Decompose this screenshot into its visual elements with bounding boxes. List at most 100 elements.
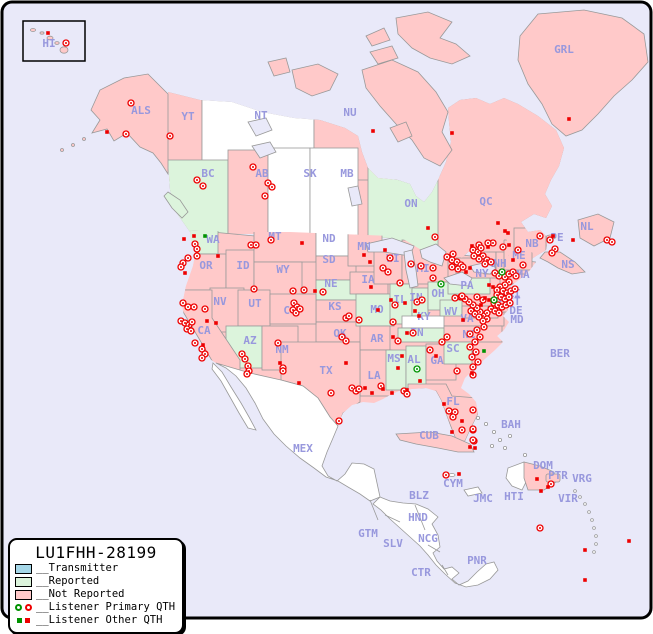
region-label-mn: MN xyxy=(357,240,370,253)
legend-item-2: __Not Reported xyxy=(15,588,177,601)
listener-other-qth-dot xyxy=(400,354,404,358)
listener-primary-qth-dot-center xyxy=(469,333,471,335)
open-circle-icon-dot_green xyxy=(15,604,22,611)
listener-other-qth-dot xyxy=(344,361,348,365)
region-label-pnr: PNR xyxy=(467,554,487,567)
listener-primary-qth-dot-center xyxy=(264,195,266,197)
listener-primary-qth-dot-center xyxy=(457,268,459,270)
region-label-wv: WV xyxy=(444,305,458,318)
region-label-bc: BC xyxy=(201,167,214,180)
region-label-ky: KY xyxy=(417,310,431,323)
region-label-md: MD xyxy=(510,313,524,326)
region-label-blz: BLZ xyxy=(409,489,429,502)
listener-primary-qth-dot-center xyxy=(475,351,477,353)
listener-primary-qth-dot-center xyxy=(515,275,517,277)
listener-other-qth-dot xyxy=(278,361,282,365)
listener-other-qth-dot xyxy=(383,248,387,252)
listener-primary-qth-dot-center xyxy=(454,411,456,413)
listener-primary-qth-dot-center xyxy=(501,306,503,308)
arctic-islands xyxy=(267,11,471,167)
listener-primary-qth-dot-center xyxy=(550,483,552,485)
region-label-oh: OH xyxy=(431,287,444,300)
listener-other-qth-dot xyxy=(403,301,407,305)
listener-primary-qth-dot-center xyxy=(399,282,401,284)
listener-primary-qth-dot-center xyxy=(472,366,474,368)
listener-primary-qth-dot-center xyxy=(479,311,481,313)
region-label-ptr: PTR xyxy=(548,469,568,482)
listener-primary-qth-dot-center xyxy=(487,242,489,244)
listener-primary-qth-dot-center xyxy=(191,321,193,323)
listener-other-qth-dot xyxy=(417,314,421,318)
listener-primary-qth-dot-center xyxy=(490,308,492,310)
legend-items: __Transmitter __Reported __Not Reported __L… xyxy=(15,562,177,627)
listener-other-qth-dot xyxy=(405,388,409,392)
listener-primary-qth-dot-center xyxy=(412,332,414,334)
region-label-ca: CA xyxy=(197,324,211,337)
listener-primary-qth-dot-center xyxy=(434,236,436,238)
listener-primary-qth-dot-center xyxy=(504,298,506,300)
listener-primary-qth-dot-center xyxy=(502,290,504,292)
region-label-la: LA xyxy=(367,369,381,382)
listener-primary-qth-dot-center xyxy=(490,261,492,263)
listener-primary-qth-dot-center xyxy=(406,393,408,395)
greenland xyxy=(517,9,649,137)
listener-primary-qth-dot-center xyxy=(470,310,472,312)
region-label-id: ID xyxy=(236,259,250,272)
listener-primary-qth-dot-center xyxy=(190,330,192,332)
listener-primary-qth-dot-center xyxy=(201,348,203,350)
listener-primary-qth-dot-center xyxy=(416,301,418,303)
listener-primary-qth-dot-center xyxy=(193,306,195,308)
listener-primary-qth-dot-center xyxy=(476,296,478,298)
listener-other-qth-dot xyxy=(297,381,301,385)
legend-item-label: __Reported xyxy=(36,575,100,587)
listener-other-qth-dot xyxy=(486,245,490,249)
listener-primary-qth-dot-center xyxy=(389,257,391,259)
lesser-antilles xyxy=(573,489,598,554)
legend-circle-pair-icon xyxy=(15,604,32,611)
listener-other-qth-dot xyxy=(539,489,543,493)
listener-primary-qth-dot-center xyxy=(125,133,127,135)
listener-primary-qth-dot-center xyxy=(392,321,394,323)
listener-primary-qth-dot-center xyxy=(196,255,198,257)
listener-primary-qth-dot-center xyxy=(169,135,171,137)
listener-primary-qth-dot-center xyxy=(241,353,243,355)
nova-scotia xyxy=(539,251,586,275)
listener-primary-qth-dot-center xyxy=(498,312,500,314)
listener-primary-qth-dot-center xyxy=(461,429,463,431)
filled-square-icon-dot_red xyxy=(25,618,30,623)
alaska xyxy=(90,73,169,176)
listener-other-qth-dot xyxy=(496,221,500,225)
region-label-or: OR xyxy=(199,259,213,272)
listener-primary-qth-dot-green-center xyxy=(440,283,442,285)
listener-primary-qth-dot-center xyxy=(282,370,284,372)
listener-other-qth-dot xyxy=(442,402,446,406)
listener-other-qth-dot xyxy=(470,244,474,248)
listener-primary-qth-dot-center xyxy=(421,299,423,301)
listener-other-qth-dot xyxy=(105,130,109,134)
region-label-de: DE xyxy=(509,304,522,317)
listener-primary-qth-dot-center xyxy=(508,281,510,283)
lakes xyxy=(247,117,497,289)
listener-primary-qth-dot-center xyxy=(204,353,206,355)
region-label-ctr: CTR xyxy=(411,566,431,579)
listener-primary-qth-dot-center xyxy=(252,166,254,168)
listener-primary-qth-dot-center xyxy=(330,392,332,394)
listener-primary-qth-dot-center xyxy=(292,290,294,292)
listener-other-qth-dot xyxy=(483,296,487,300)
listener-other-qth-dot xyxy=(371,129,375,133)
listener-primary-qth-dot-center xyxy=(452,253,454,255)
listener-primary-qth-dot-center xyxy=(476,329,478,331)
region-label-ny: NY xyxy=(475,267,489,280)
centam-borders xyxy=(369,499,449,576)
listener-other-qth-dot xyxy=(571,238,575,242)
listener-primary-qth-dot-center xyxy=(196,179,198,181)
listener-other-qth-dot xyxy=(506,231,510,235)
listener-primary-qth-dot-center xyxy=(201,357,203,359)
listener-other-qth-dot xyxy=(216,254,220,258)
legend-item-0: __Transmitter xyxy=(15,562,177,575)
listener-primary-qth-dot-center xyxy=(253,288,255,290)
listener-primary-qth-dot-green-center xyxy=(416,368,418,370)
region-label-ne: NE xyxy=(324,277,337,290)
listener-primary-qth-dot-center xyxy=(478,258,480,260)
listener-primary-qth-dot-center xyxy=(432,267,434,269)
